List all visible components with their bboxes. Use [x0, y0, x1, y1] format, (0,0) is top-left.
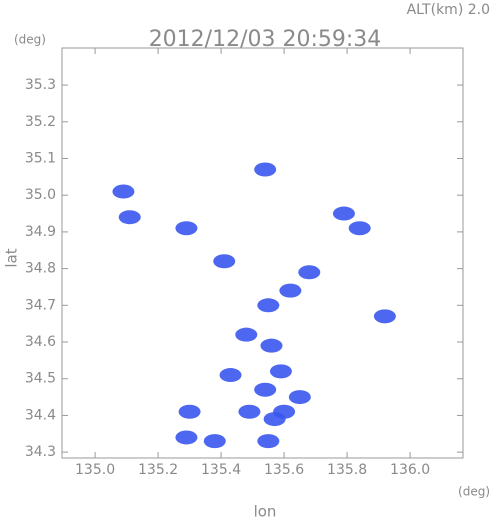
radar-echo: [260, 338, 283, 353]
plot-frame: [61, 47, 464, 459]
radar-echo: [175, 221, 198, 236]
x-tick-label: 135.4: [201, 462, 241, 478]
radar-echo: [254, 162, 277, 177]
radar-echo: [118, 210, 141, 225]
radar-echo: [373, 309, 396, 324]
y-tick-label: 34.3: [25, 444, 56, 460]
y-tick-label: 35.2: [25, 114, 56, 130]
y-tick-label: 35.3: [25, 77, 56, 93]
radar-echo: [298, 265, 321, 280]
y-tick-label: 34.9: [25, 224, 56, 240]
radar-echo: [235, 327, 258, 342]
y-tick-label: 35.1: [25, 150, 56, 166]
y-tick-label: 34.8: [25, 261, 56, 277]
y-tick-label: 34.4: [25, 407, 56, 423]
radar-echo: [269, 364, 292, 379]
radar-echo: [348, 221, 371, 236]
x-tick-label: 135.0: [75, 462, 115, 478]
y-tick-label: 35.0: [25, 187, 56, 203]
y-tick-label: 34.6: [25, 334, 56, 350]
y-tick-label: 34.7: [25, 297, 56, 313]
y-tick-label: 34.5: [25, 371, 56, 387]
radar-echo: [219, 368, 242, 383]
x-tick-label: 135.2: [138, 462, 178, 478]
y-axis-label: lat: [3, 248, 21, 267]
radar-echo: [288, 390, 311, 405]
x-tick-label: 136.0: [390, 462, 430, 478]
radar-echo: [332, 206, 355, 221]
radar-echo: [273, 404, 296, 419]
radar-echo: [238, 404, 261, 419]
radar-echo: [257, 298, 280, 313]
altitude: ALT(km) 2.0: [407, 2, 490, 18]
radar-echo: [254, 382, 277, 397]
radar-echo: [257, 434, 280, 449]
radar-echo: [203, 434, 226, 449]
radar-echo: [279, 283, 302, 298]
radar-echo: [178, 404, 201, 419]
radar-echo: [112, 184, 135, 199]
radar-echo: [175, 430, 198, 445]
radar-echo: [213, 254, 236, 269]
y-unit: (deg): [14, 33, 46, 47]
x-axis-label: lon: [254, 503, 277, 521]
x-unit: (deg): [458, 485, 490, 499]
x-tick-label: 135.8: [327, 462, 367, 478]
x-tick-label: 135.6: [264, 462, 304, 478]
